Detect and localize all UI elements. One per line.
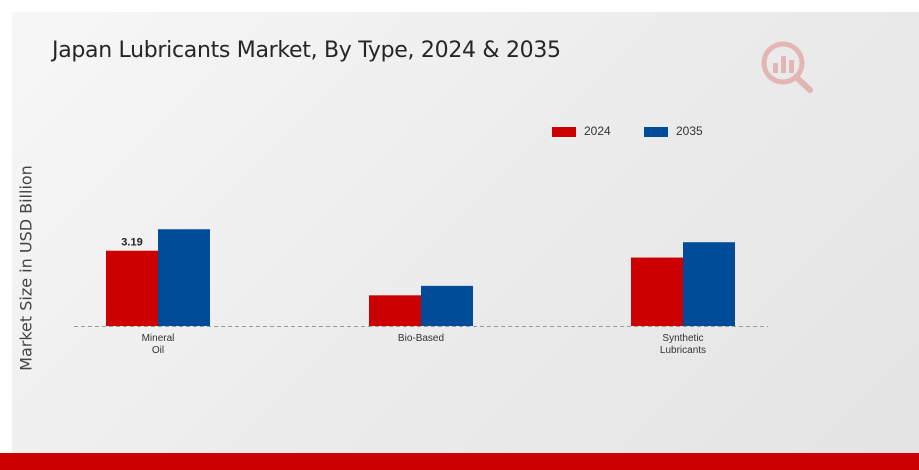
chart-title: Japan Lubricants Market, By Type, 2024 &…	[52, 38, 561, 63]
data-label: 3.19	[121, 237, 142, 249]
bar-2024-0	[106, 250, 158, 326]
x-tick-label: Synthetic Lubricants	[660, 333, 706, 356]
x-tick-label: Mineral Oil	[142, 333, 175, 356]
legend-item-2024: 2024	[552, 124, 611, 138]
brand-logo-icon	[761, 41, 813, 93]
bar-2024-1	[369, 295, 421, 326]
legend-label-2024: 2024	[584, 124, 611, 138]
legend-item-2035: 2035	[644, 124, 703, 138]
bar-2035-1	[421, 285, 473, 326]
footer-accent-bar	[0, 453, 919, 470]
legend-swatch-2035	[644, 126, 668, 137]
legend-label-2035: 2035	[676, 124, 703, 138]
bar-2024-2	[631, 257, 683, 326]
bar-2035-2	[683, 242, 735, 326]
legend-swatch-2024	[552, 126, 576, 137]
x-tick-label: Bio-Based	[398, 333, 444, 344]
bar-2035-0	[158, 229, 210, 326]
